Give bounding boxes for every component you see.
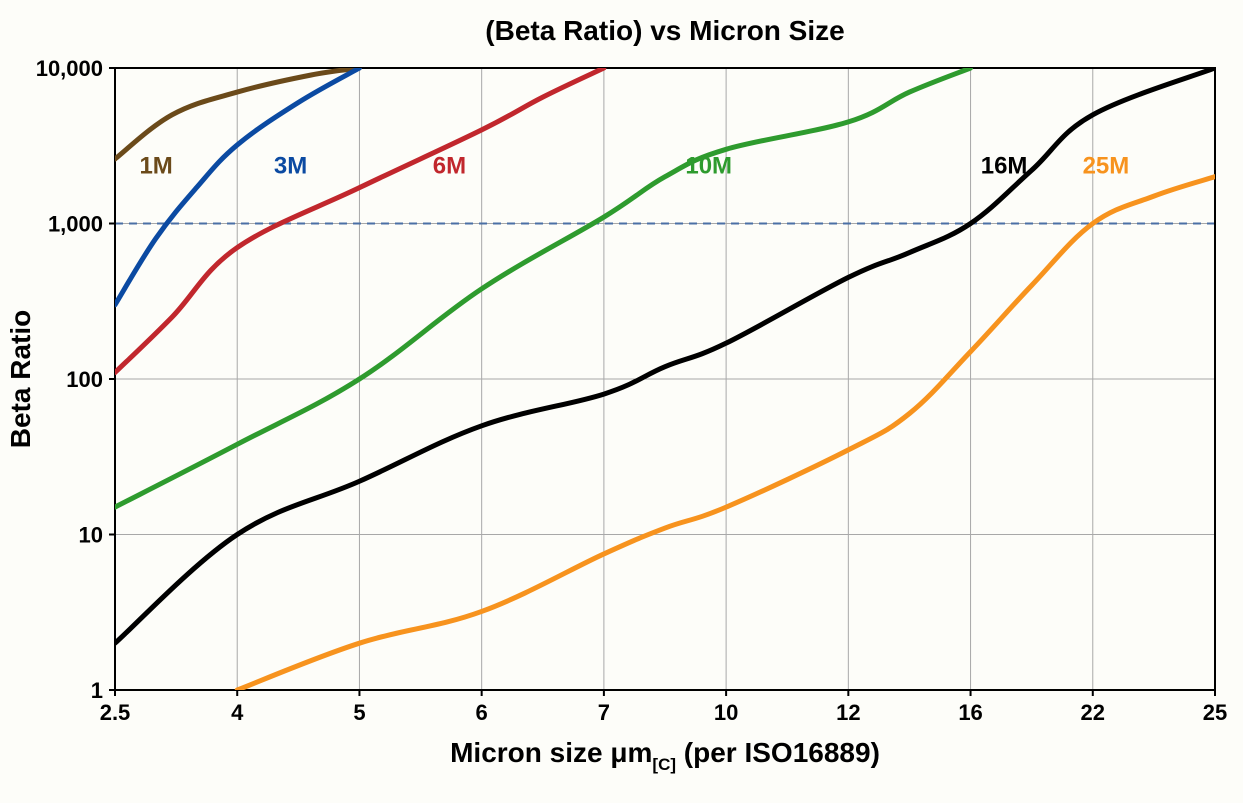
x-tick-label: 4 — [231, 700, 244, 725]
x-tick-label: 2.5 — [100, 700, 131, 725]
x-tick-label: 12 — [836, 700, 860, 725]
x-tick-label: 16 — [958, 700, 982, 725]
series-label-10M: 10M — [685, 152, 732, 179]
chart-title: (Beta Ratio) vs Micron Size — [485, 15, 844, 46]
x-tick-label: 10 — [714, 700, 738, 725]
x-tick-label: 22 — [1081, 700, 1105, 725]
x-tick-label: 5 — [353, 700, 365, 725]
series-label-3M: 3M — [274, 152, 307, 179]
series-label-25M: 25M — [1083, 152, 1130, 179]
y-tick-label: 100 — [66, 367, 103, 392]
series-label-16M: 16M — [981, 152, 1028, 179]
series-label-6M: 6M — [433, 152, 466, 179]
series-label-1M: 1M — [139, 152, 172, 179]
x-tick-label: 25 — [1203, 700, 1227, 725]
chart-svg: 1M3M6M10M16M25M1101001,00010,0002.545671… — [0, 0, 1243, 803]
y-tick-label: 1,000 — [48, 212, 103, 237]
y-axis-label: Beta Ratio — [5, 310, 36, 448]
x-tick-label: 7 — [598, 700, 610, 725]
x-tick-label: 6 — [476, 700, 488, 725]
y-tick-label: 10,000 — [36, 56, 103, 81]
chart-container: 1M3M6M10M16M25M1101001,00010,0002.545671… — [0, 0, 1243, 803]
y-tick-label: 10 — [79, 523, 103, 548]
